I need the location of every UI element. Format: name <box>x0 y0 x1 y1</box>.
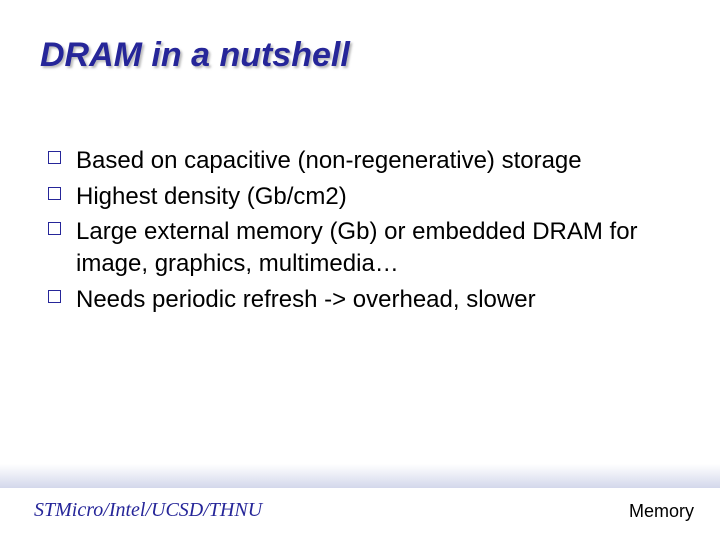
bullet-text: Large external memory (Gb) or embedded D… <box>76 218 638 277</box>
bullet-item: Needs periodic refresh -> overhead, slow… <box>48 284 680 316</box>
bullet-list: Based on capacitive (non-regenerative) s… <box>40 145 680 315</box>
bullet-text: Based on capacitive (non-regenerative) s… <box>76 147 582 174</box>
bullet-text: Highest density (Gb/cm2) <box>76 183 347 210</box>
bullet-item: Based on capacitive (non-regenerative) s… <box>48 145 680 177</box>
hollow-square-icon <box>48 151 61 164</box>
bullet-item: Highest density (Gb/cm2) <box>48 181 680 213</box>
hollow-square-icon <box>48 187 61 200</box>
footer-left-text: STMicro/Intel/UCSD/THNU <box>34 499 262 522</box>
slide-title: DRAM in a nutshell <box>40 36 680 75</box>
footer-right-text: Memory <box>629 501 694 522</box>
hollow-square-icon <box>48 222 61 235</box>
bullet-item: Large external memory (Gb) or embedded D… <box>48 216 680 279</box>
bullet-text: Needs periodic refresh -> overhead, slow… <box>76 286 536 313</box>
slide-footer: STMicro/Intel/UCSD/THNU Memory <box>0 492 720 522</box>
footer-gradient <box>0 464 720 488</box>
hollow-square-icon <box>48 290 61 303</box>
slide: DRAM in a nutshell Based on capacitive (… <box>0 0 720 540</box>
